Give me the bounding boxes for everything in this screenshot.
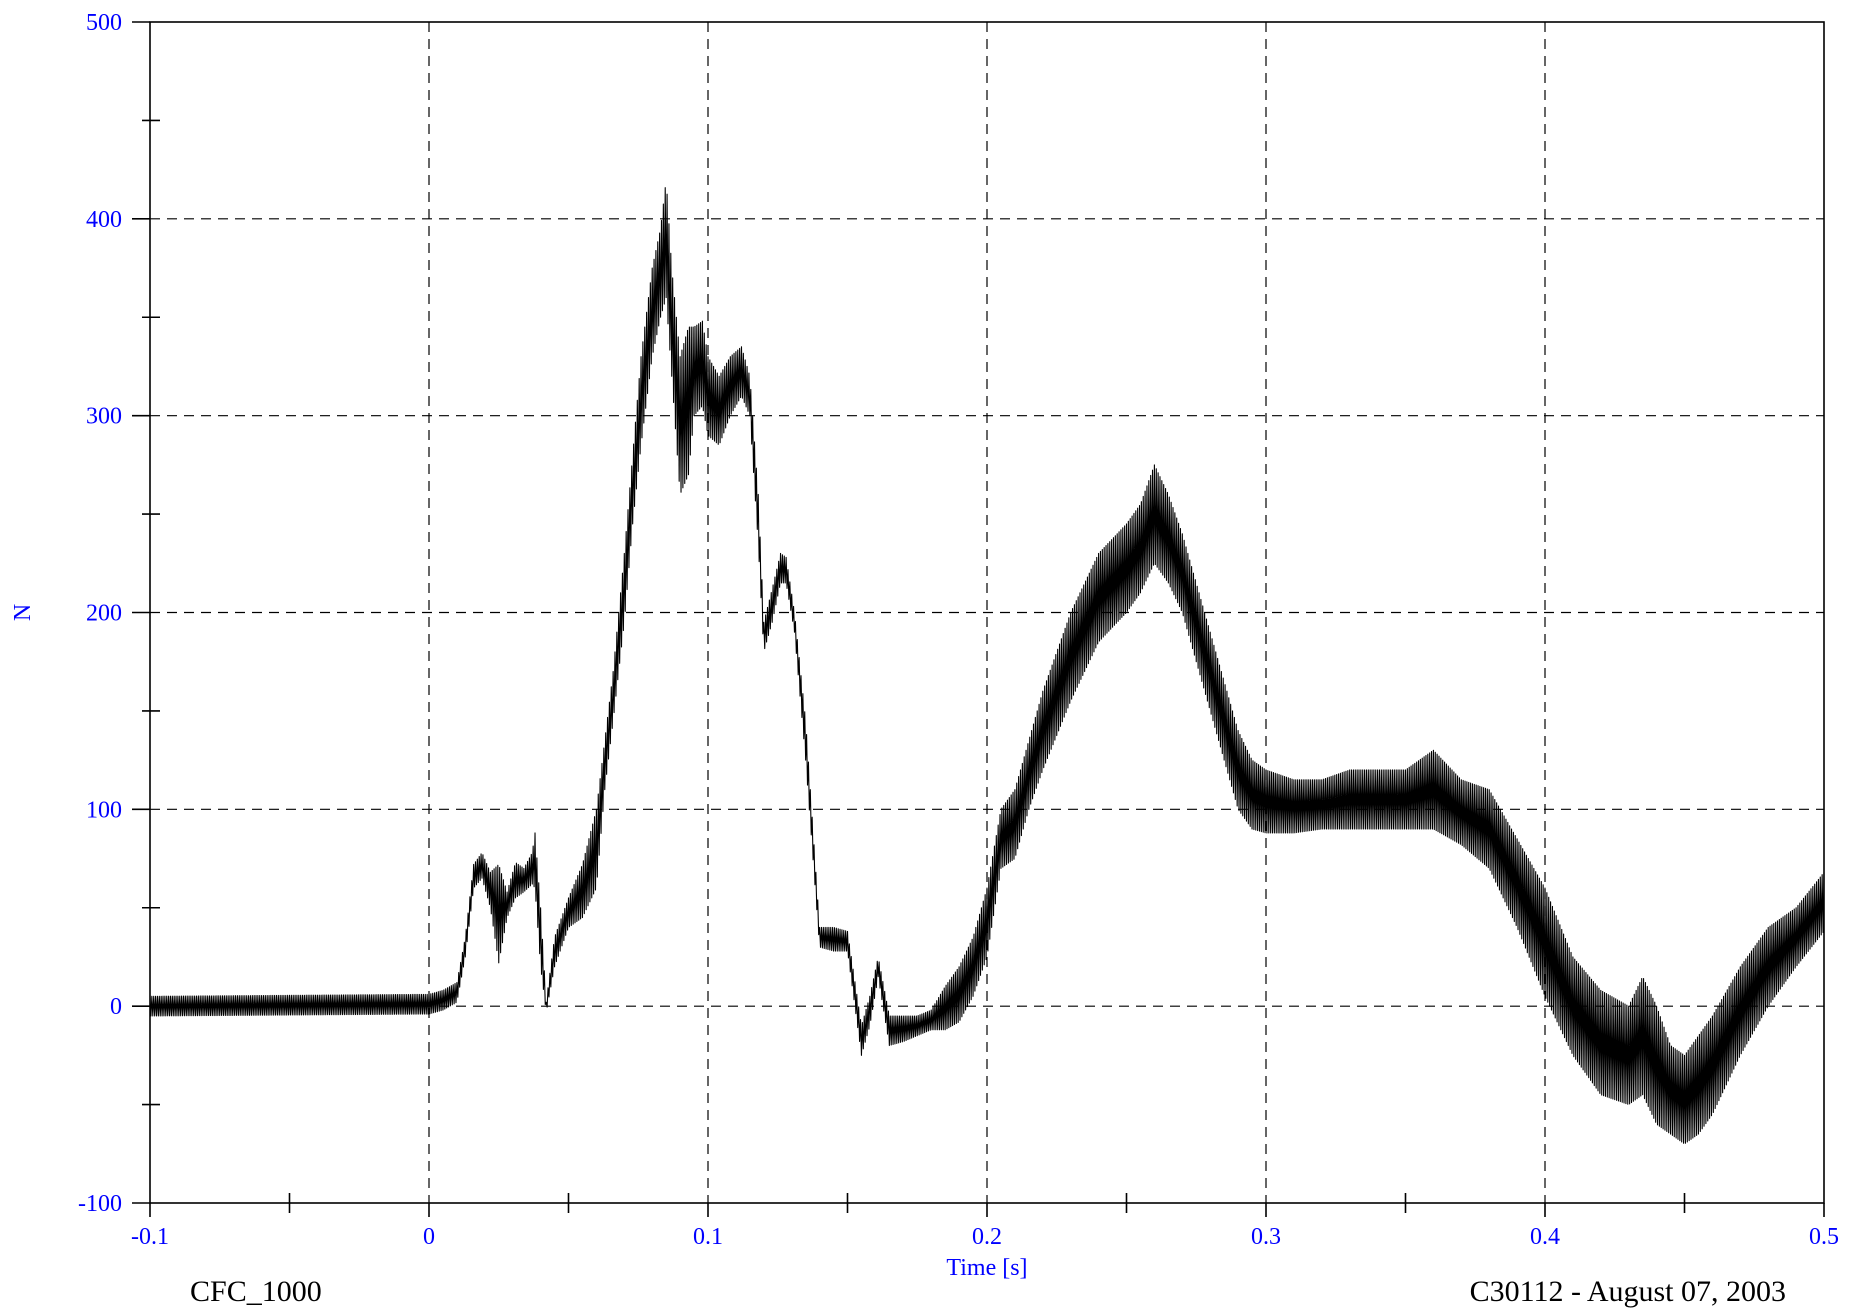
data-trace — [149, 187, 1825, 1144]
y-tick-label: 100 — [86, 797, 122, 823]
series-0-line — [149, 187, 1825, 1144]
test-annotation: C30112 - August 07, 2003 — [1470, 1275, 1786, 1308]
y-tick-label: -100 — [78, 1191, 122, 1217]
x-tick-label: 0.3 — [1251, 1224, 1281, 1250]
grid — [150, 22, 1824, 1203]
y-tick-label: 500 — [86, 10, 122, 36]
x-tick-label: -0.1 — [131, 1224, 169, 1250]
y-tick-label: 300 — [86, 404, 122, 430]
y-tick-label: 400 — [86, 207, 122, 233]
x-axis-title: Time [s] — [946, 1255, 1027, 1281]
x-tick-label: 0.5 — [1809, 1224, 1839, 1250]
y-axis-title: N — [10, 604, 36, 621]
x-tick-label: 0 — [423, 1224, 435, 1250]
axes — [132, 21, 1825, 1217]
filter-annotation: CFC_1000 — [190, 1275, 322, 1308]
y-tick-label: 0 — [110, 994, 122, 1020]
x-tick-label: 0.2 — [972, 1224, 1002, 1250]
y-tick-label: 200 — [86, 601, 122, 627]
x-tick-label: 0.4 — [1530, 1224, 1560, 1250]
x-tick-label: 0.1 — [693, 1224, 723, 1250]
tick-labels: -0.1 0 0.1 0.2 0.3 0.4 0.5 -100 0 100 200 300 400 500 — [78, 10, 1839, 1250]
